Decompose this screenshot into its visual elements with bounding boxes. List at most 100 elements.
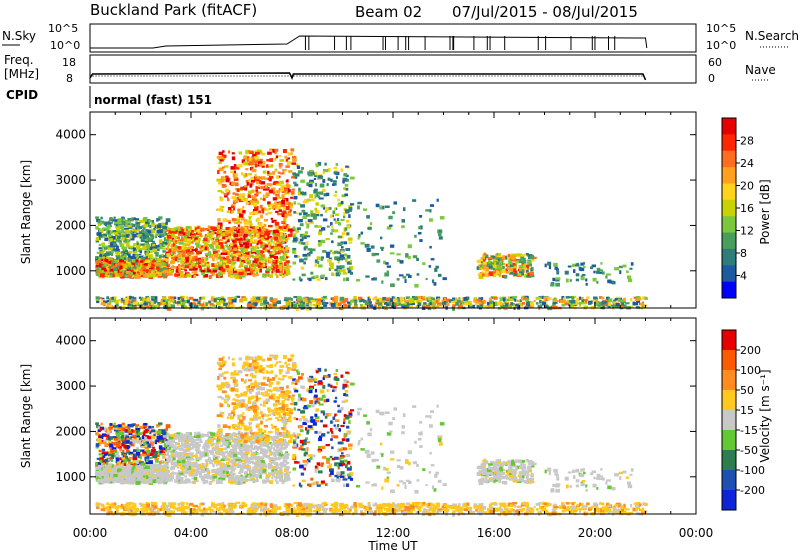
power-cell (320, 240, 325, 243)
power-cell (107, 225, 111, 229)
cpid-strip: CPID normal (fast) 151 (6, 86, 212, 108)
power-cell (213, 241, 216, 244)
power-cell (621, 300, 623, 303)
power-cell (345, 184, 349, 187)
power-cell (129, 236, 133, 239)
power-cell (95, 216, 99, 219)
nsearch-top-tick: 10^5 (706, 22, 736, 35)
power-cell (157, 225, 162, 229)
power-cell (481, 257, 485, 259)
power-cell (297, 227, 301, 230)
power-cell (619, 266, 623, 269)
power-cell (327, 259, 332, 262)
power-cell (166, 299, 170, 302)
power-cell (291, 298, 293, 301)
power-cell (266, 164, 269, 168)
power-cell (310, 272, 313, 275)
power-cell (184, 236, 187, 238)
power-cell (244, 273, 246, 276)
power-cell (101, 302, 106, 305)
power-cell (134, 257, 137, 259)
power-cell (369, 304, 373, 307)
power-cell (155, 236, 157, 238)
power-cell (331, 240, 334, 243)
power-cell (284, 258, 286, 262)
power-cell (286, 302, 289, 305)
power-cell (157, 260, 161, 263)
freq-strip: Freq. [MHz] 18 8 60 0 Nave (4, 53, 776, 85)
velocity-cell (166, 424, 171, 428)
y-tick-label: 3000 (55, 173, 86, 187)
power-cell (365, 301, 369, 305)
power-cell (297, 203, 300, 205)
power-cell (247, 202, 250, 204)
power-cell (272, 260, 276, 262)
power-cell (288, 170, 292, 173)
power-cell (201, 248, 203, 250)
power-cell (567, 300, 570, 303)
power-cell (186, 259, 189, 263)
velocity-cell (99, 474, 102, 478)
nsky-bottom-tick: 10^0 (50, 39, 80, 52)
power-cell (281, 200, 285, 204)
power-cell (184, 269, 187, 271)
power-cell (455, 302, 459, 306)
power-cell (177, 258, 181, 260)
freq-label: Freq. (4, 53, 34, 67)
power-cell (314, 225, 317, 228)
power-cell (554, 300, 559, 302)
power-cell (187, 231, 190, 235)
power-cell (256, 297, 260, 301)
power-cell (338, 302, 342, 306)
power-cell (522, 302, 525, 305)
power-cell (233, 254, 236, 257)
power-cell (161, 262, 165, 266)
power-cell (263, 263, 266, 266)
power-panel-frame (90, 112, 696, 308)
power-cell (232, 156, 235, 160)
power-cell (309, 194, 313, 198)
power-cell (318, 264, 323, 267)
power-cell (598, 304, 601, 306)
power-cell (244, 221, 249, 225)
power-cell (306, 241, 308, 245)
power-cell (345, 210, 349, 214)
power-cell (205, 247, 208, 251)
power-cell (297, 296, 301, 300)
power-cell (283, 305, 288, 308)
power-cell (282, 275, 285, 278)
power-cell (430, 302, 432, 305)
power-cell (249, 260, 251, 263)
power-cell (290, 209, 292, 211)
power-cell (381, 248, 383, 252)
power-cell (279, 159, 284, 162)
power-cell (488, 257, 492, 259)
nave-top-tick: 60 (708, 56, 722, 69)
power-cell (127, 221, 130, 224)
power-cell (310, 182, 313, 184)
power-cell (250, 243, 252, 246)
power-cell (193, 275, 196, 278)
power-cell (640, 303, 644, 306)
power-cell (110, 244, 113, 247)
power-cell (481, 271, 484, 273)
beam-title: Beam 02 (355, 3, 422, 21)
power-cell (187, 238, 191, 241)
power-cell (194, 271, 198, 274)
power-cell (244, 298, 248, 302)
power-cell (189, 256, 192, 260)
power-cell (298, 302, 301, 304)
power-cell (290, 148, 294, 151)
power-cell (616, 303, 620, 306)
power-cell (274, 181, 279, 184)
power-cell (230, 255, 233, 258)
power-cell (121, 237, 125, 241)
power-cell (519, 266, 523, 268)
power-cell (226, 178, 230, 182)
power-cell (152, 241, 155, 243)
power-cell (113, 243, 116, 246)
power-cell (159, 236, 162, 238)
power-cell (210, 305, 212, 307)
power-cell (278, 261, 282, 263)
power-cell (394, 201, 398, 204)
